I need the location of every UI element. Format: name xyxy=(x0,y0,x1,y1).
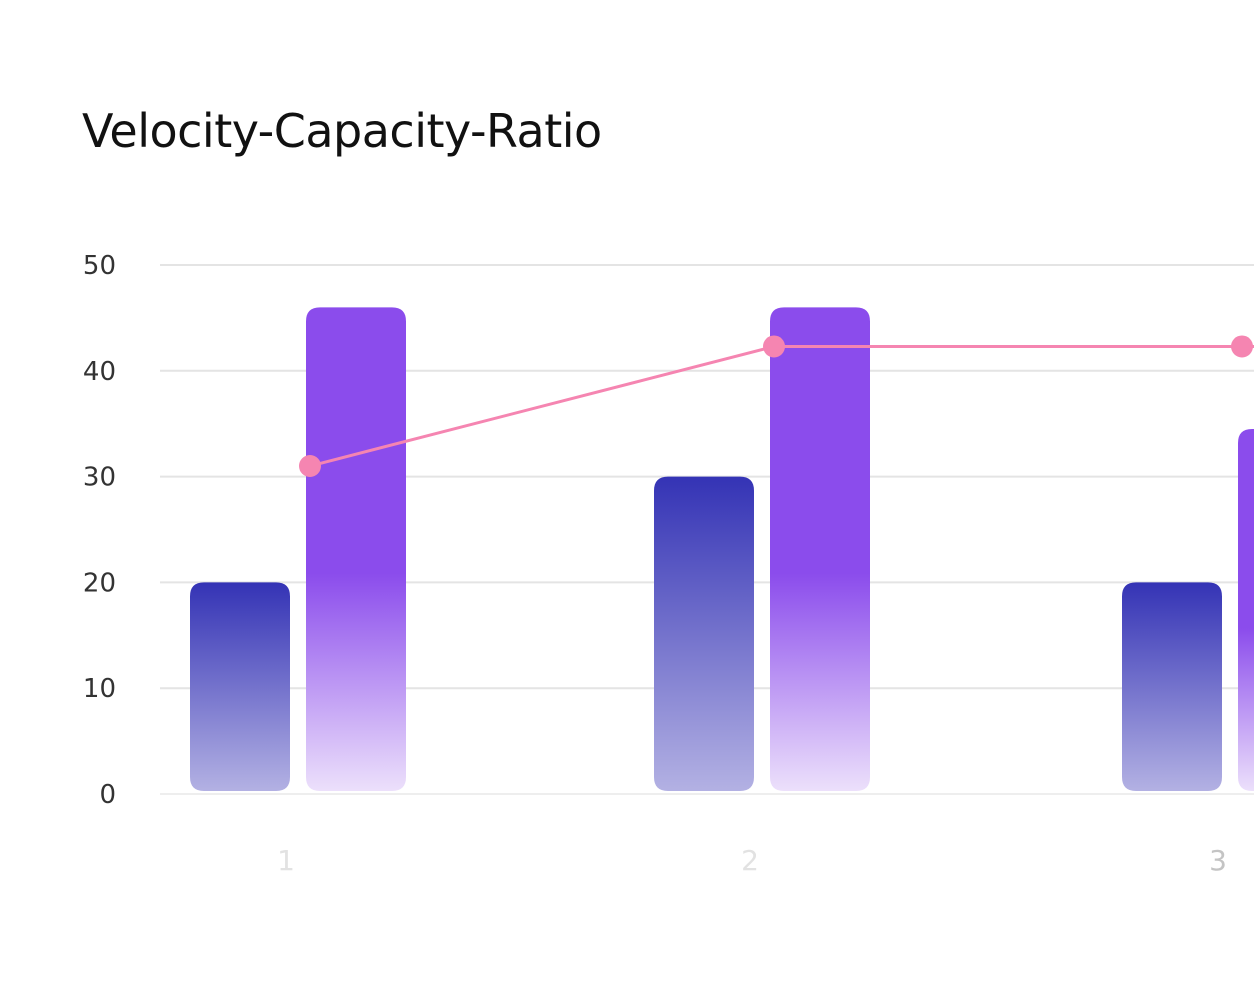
x-axis-ticks: 1 2 3 xyxy=(277,844,1227,877)
line-point-cat-2 xyxy=(763,335,785,358)
y-tick-label: 0 xyxy=(99,780,116,810)
y-tick-label: 30 xyxy=(83,463,116,493)
y-tick-label: 50 xyxy=(83,251,116,281)
bar-series-2-cat-2 xyxy=(770,307,870,791)
line-point-cat-3 xyxy=(1231,335,1253,358)
x-tick-label: 1 xyxy=(277,844,295,877)
y-tick-label: 10 xyxy=(83,674,116,704)
y-tick-label: 40 xyxy=(83,357,116,387)
x-tick-label: 2 xyxy=(741,844,759,877)
line-series xyxy=(299,335,1254,478)
chart-title: Velocity-Capacity-Ratio xyxy=(82,104,602,158)
bars xyxy=(190,307,1254,791)
line-point-cat-1 xyxy=(299,455,321,478)
y-tick-label: 20 xyxy=(83,568,116,598)
x-tick-label: 3 xyxy=(1209,844,1227,877)
bar-series-2-cat-1 xyxy=(306,307,406,791)
bar-series-1-cat-3 xyxy=(1122,582,1222,791)
bar-series-1-cat-1 xyxy=(190,582,290,791)
bar-series-2-cat-3 xyxy=(1238,428,1254,791)
bar-series-1-cat-2 xyxy=(654,476,754,791)
y-axis-ticks: 0 10 20 30 40 50 xyxy=(83,251,116,810)
